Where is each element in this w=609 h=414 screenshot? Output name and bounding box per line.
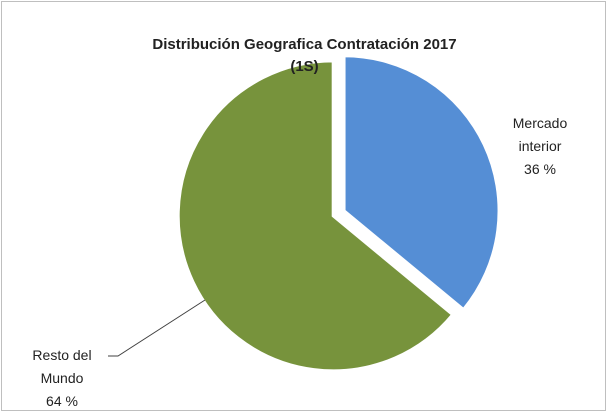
pie-slice xyxy=(342,54,501,312)
chart-title: Distribución Geografica Contratación 201… xyxy=(152,36,457,53)
value-label: 36 % xyxy=(524,161,556,177)
leader-line xyxy=(108,299,206,357)
category-label: Resto del Mundo xyxy=(32,347,92,386)
chart-subtitle: (1S) xyxy=(290,58,319,75)
pie-slice xyxy=(176,59,455,373)
slice-label: Mercado interior 36 % xyxy=(498,112,582,181)
category-label: Mercado interior xyxy=(512,115,568,154)
value-label: 64 % xyxy=(46,393,78,409)
slice-label: Resto del Mundo 64 % xyxy=(20,344,104,413)
